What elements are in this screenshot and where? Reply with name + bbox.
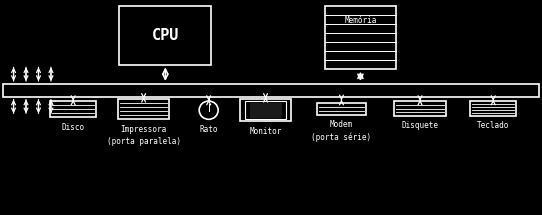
Text: CPU: CPU — [152, 28, 179, 43]
Text: Impressora: Impressora — [120, 125, 167, 134]
Bar — [245, 101, 286, 119]
Bar — [119, 6, 211, 64]
Text: (porta paralela): (porta paralela) — [107, 137, 180, 146]
Text: (porta série): (porta série) — [312, 132, 371, 142]
Bar — [317, 103, 366, 115]
Text: Rato: Rato — [199, 125, 218, 134]
Text: Teclado: Teclado — [477, 121, 509, 130]
Text: Disquete: Disquete — [402, 121, 438, 131]
Bar — [325, 6, 396, 69]
Text: Modem: Modem — [330, 120, 353, 129]
Text: Monitor: Monitor — [249, 127, 282, 136]
Ellipse shape — [199, 101, 218, 119]
Bar — [470, 101, 516, 116]
Bar — [50, 101, 96, 117]
Bar — [249, 103, 282, 118]
Text: Memória: Memória — [344, 16, 377, 25]
Bar — [240, 99, 292, 121]
Bar — [395, 101, 446, 116]
Bar — [3, 84, 539, 97]
Text: Disco: Disco — [62, 123, 85, 132]
Bar — [118, 99, 169, 119]
